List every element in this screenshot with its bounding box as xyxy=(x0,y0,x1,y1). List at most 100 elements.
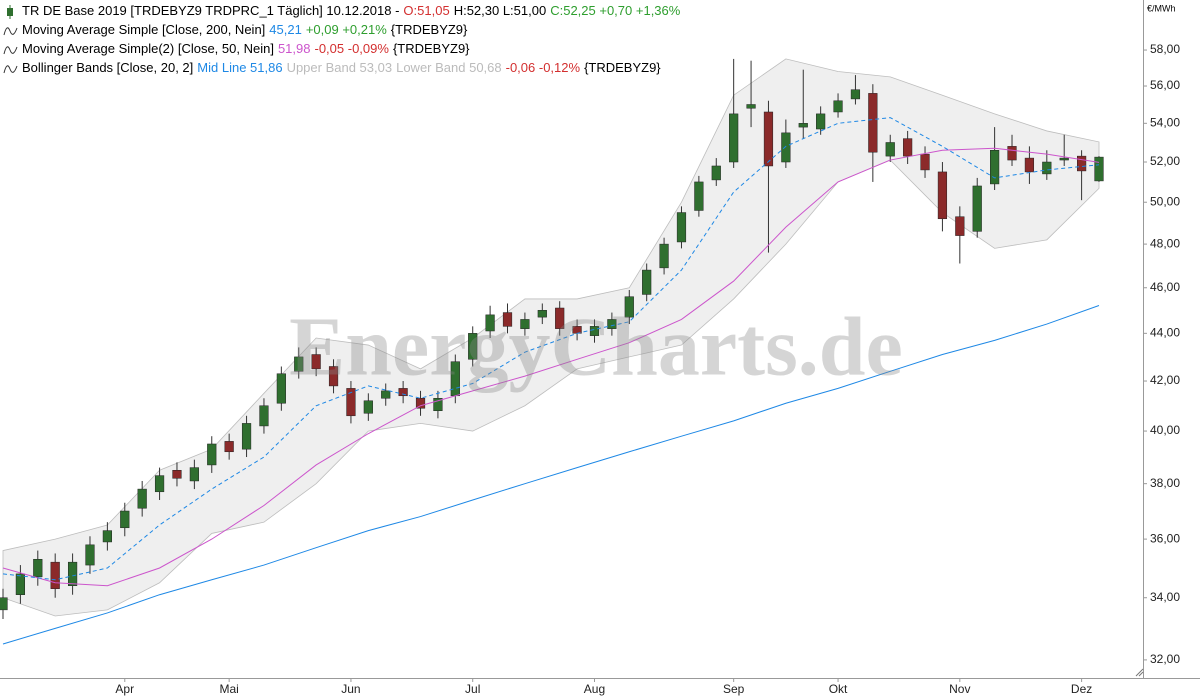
candle-body xyxy=(433,398,443,412)
candle-body xyxy=(259,405,269,427)
x-tick-label: Sep xyxy=(723,682,745,696)
legend-text: Mid Line 51,86 xyxy=(197,60,282,75)
candle-body xyxy=(120,510,130,529)
x-tick-label: Aug xyxy=(584,682,605,696)
y-tick-label: 32,00 xyxy=(1150,652,1180,666)
y-tick-label: 40,00 xyxy=(1150,423,1180,437)
candle-body xyxy=(694,181,704,211)
legend-text: O:51,05 xyxy=(403,3,449,18)
candle-body xyxy=(311,354,321,370)
candle-body xyxy=(729,113,739,163)
legend-entry: TR DE Base 2019 [TRDEBYZ9 TRDPRC_1 Tägli… xyxy=(22,3,681,18)
candle-body xyxy=(33,558,43,578)
unit-label: €/MWh xyxy=(1147,3,1176,13)
x-tick-label: Apr xyxy=(115,682,134,696)
candle-body xyxy=(1042,161,1052,175)
watermark: EnergyCharts.de xyxy=(289,300,903,393)
legend-text: +0,09 +0,21% xyxy=(306,22,387,37)
candle-body xyxy=(294,356,304,372)
legend-icon xyxy=(3,27,18,36)
legend-icon xyxy=(3,46,18,55)
candle-body xyxy=(85,544,95,566)
legend-text: {TRDEBYZ9} xyxy=(391,22,468,37)
y-tick-label: 50,00 xyxy=(1150,194,1180,208)
candle-body xyxy=(502,312,513,327)
candle-body xyxy=(1077,155,1087,172)
legend-text: {TRDEBYZ9} xyxy=(393,41,470,56)
candle-body xyxy=(398,388,408,397)
candle-body xyxy=(816,113,826,130)
candle-body xyxy=(50,561,60,589)
candle-body xyxy=(0,597,8,611)
candle-body xyxy=(624,296,634,318)
candle-body xyxy=(15,573,25,595)
legend-icon xyxy=(3,65,18,74)
indicator-line xyxy=(2,305,1100,645)
candle-body xyxy=(763,111,774,167)
candle-body xyxy=(224,441,234,453)
legend-text: {TRDEBYZ9} xyxy=(584,60,661,75)
legend-icon xyxy=(7,8,13,16)
candle-body xyxy=(903,138,913,157)
candle-body xyxy=(676,212,687,243)
candle-body xyxy=(833,100,843,113)
legend: TR DE Base 2019 [TRDEBYZ9 TRDPRC_1 Tägli… xyxy=(3,3,681,75)
legend-text: TR DE Base 2019 [TRDEBYZ9 TRDPRC_1 Tägli… xyxy=(22,3,399,18)
candle-body xyxy=(276,373,286,404)
candle-body xyxy=(955,216,965,236)
candle-body xyxy=(711,165,721,181)
candle-body xyxy=(659,243,669,269)
x-tick-label: Okt xyxy=(829,682,848,696)
y-tick-label: 36,00 xyxy=(1150,531,1180,545)
legend-text: Moving Average Simple [Close, 200, Nein] xyxy=(22,22,265,37)
candle-body xyxy=(990,150,1000,185)
candle-body xyxy=(972,185,982,232)
x-tick-label: Mai xyxy=(219,682,238,696)
candle-body xyxy=(468,333,478,360)
candle-body xyxy=(381,390,391,399)
candle-body xyxy=(485,314,495,332)
legend-text: Lower Band 50,68 xyxy=(396,60,502,75)
y-tick-label: 54,00 xyxy=(1150,115,1180,129)
plot-area xyxy=(0,58,1104,645)
candle-body xyxy=(189,467,199,482)
y-tick-label: 46,00 xyxy=(1150,280,1180,294)
candle-body xyxy=(781,132,791,163)
candle-body xyxy=(1094,156,1104,182)
candle-body xyxy=(363,400,373,414)
candle-body xyxy=(241,423,252,450)
legend-text: 51,98 xyxy=(278,41,311,56)
candle-body xyxy=(154,475,165,493)
y-tick-label: 56,00 xyxy=(1150,78,1180,92)
legend-text: Upper Band 53,03 xyxy=(287,60,393,75)
candle-body xyxy=(642,269,652,295)
y-tick-label: 38,00 xyxy=(1150,476,1180,490)
indicator-line xyxy=(2,117,1100,581)
candle-body xyxy=(415,398,426,409)
x-tick-label: Jul xyxy=(465,682,480,696)
candle-body xyxy=(346,388,356,417)
resize-grip xyxy=(1135,668,1144,677)
candle-body xyxy=(555,307,565,329)
candle-body xyxy=(589,326,600,336)
indicator-line xyxy=(2,147,1100,587)
legend-text: 45,21 xyxy=(269,22,302,37)
candle-body xyxy=(537,310,547,318)
legend-entry: Moving Average Simple(2) [Close, 50, Nei… xyxy=(22,41,470,56)
legend-text: -0,06 -0,12% xyxy=(506,60,581,75)
legend-text: C:52,25 +0,70 +1,36% xyxy=(550,3,681,18)
candle-body xyxy=(746,104,756,109)
candle-body xyxy=(137,488,147,509)
candle-body xyxy=(328,366,339,387)
candle-body xyxy=(607,319,617,329)
legend-entry: Bollinger Bands [Close, 20, 2] Mid Line 5… xyxy=(22,60,661,75)
candle-body xyxy=(1007,146,1017,161)
legend-text: -0,05 -0,09% xyxy=(315,41,390,56)
y-tick-label: 42,00 xyxy=(1150,373,1180,387)
candle-body xyxy=(920,153,930,171)
y-tick-label: 52,00 xyxy=(1150,154,1180,168)
legend-entry: Moving Average Simple [Close, 200, Nein]… xyxy=(22,22,468,37)
legend-text: Moving Average Simple(2) [Close, 50, Nei… xyxy=(22,41,274,56)
